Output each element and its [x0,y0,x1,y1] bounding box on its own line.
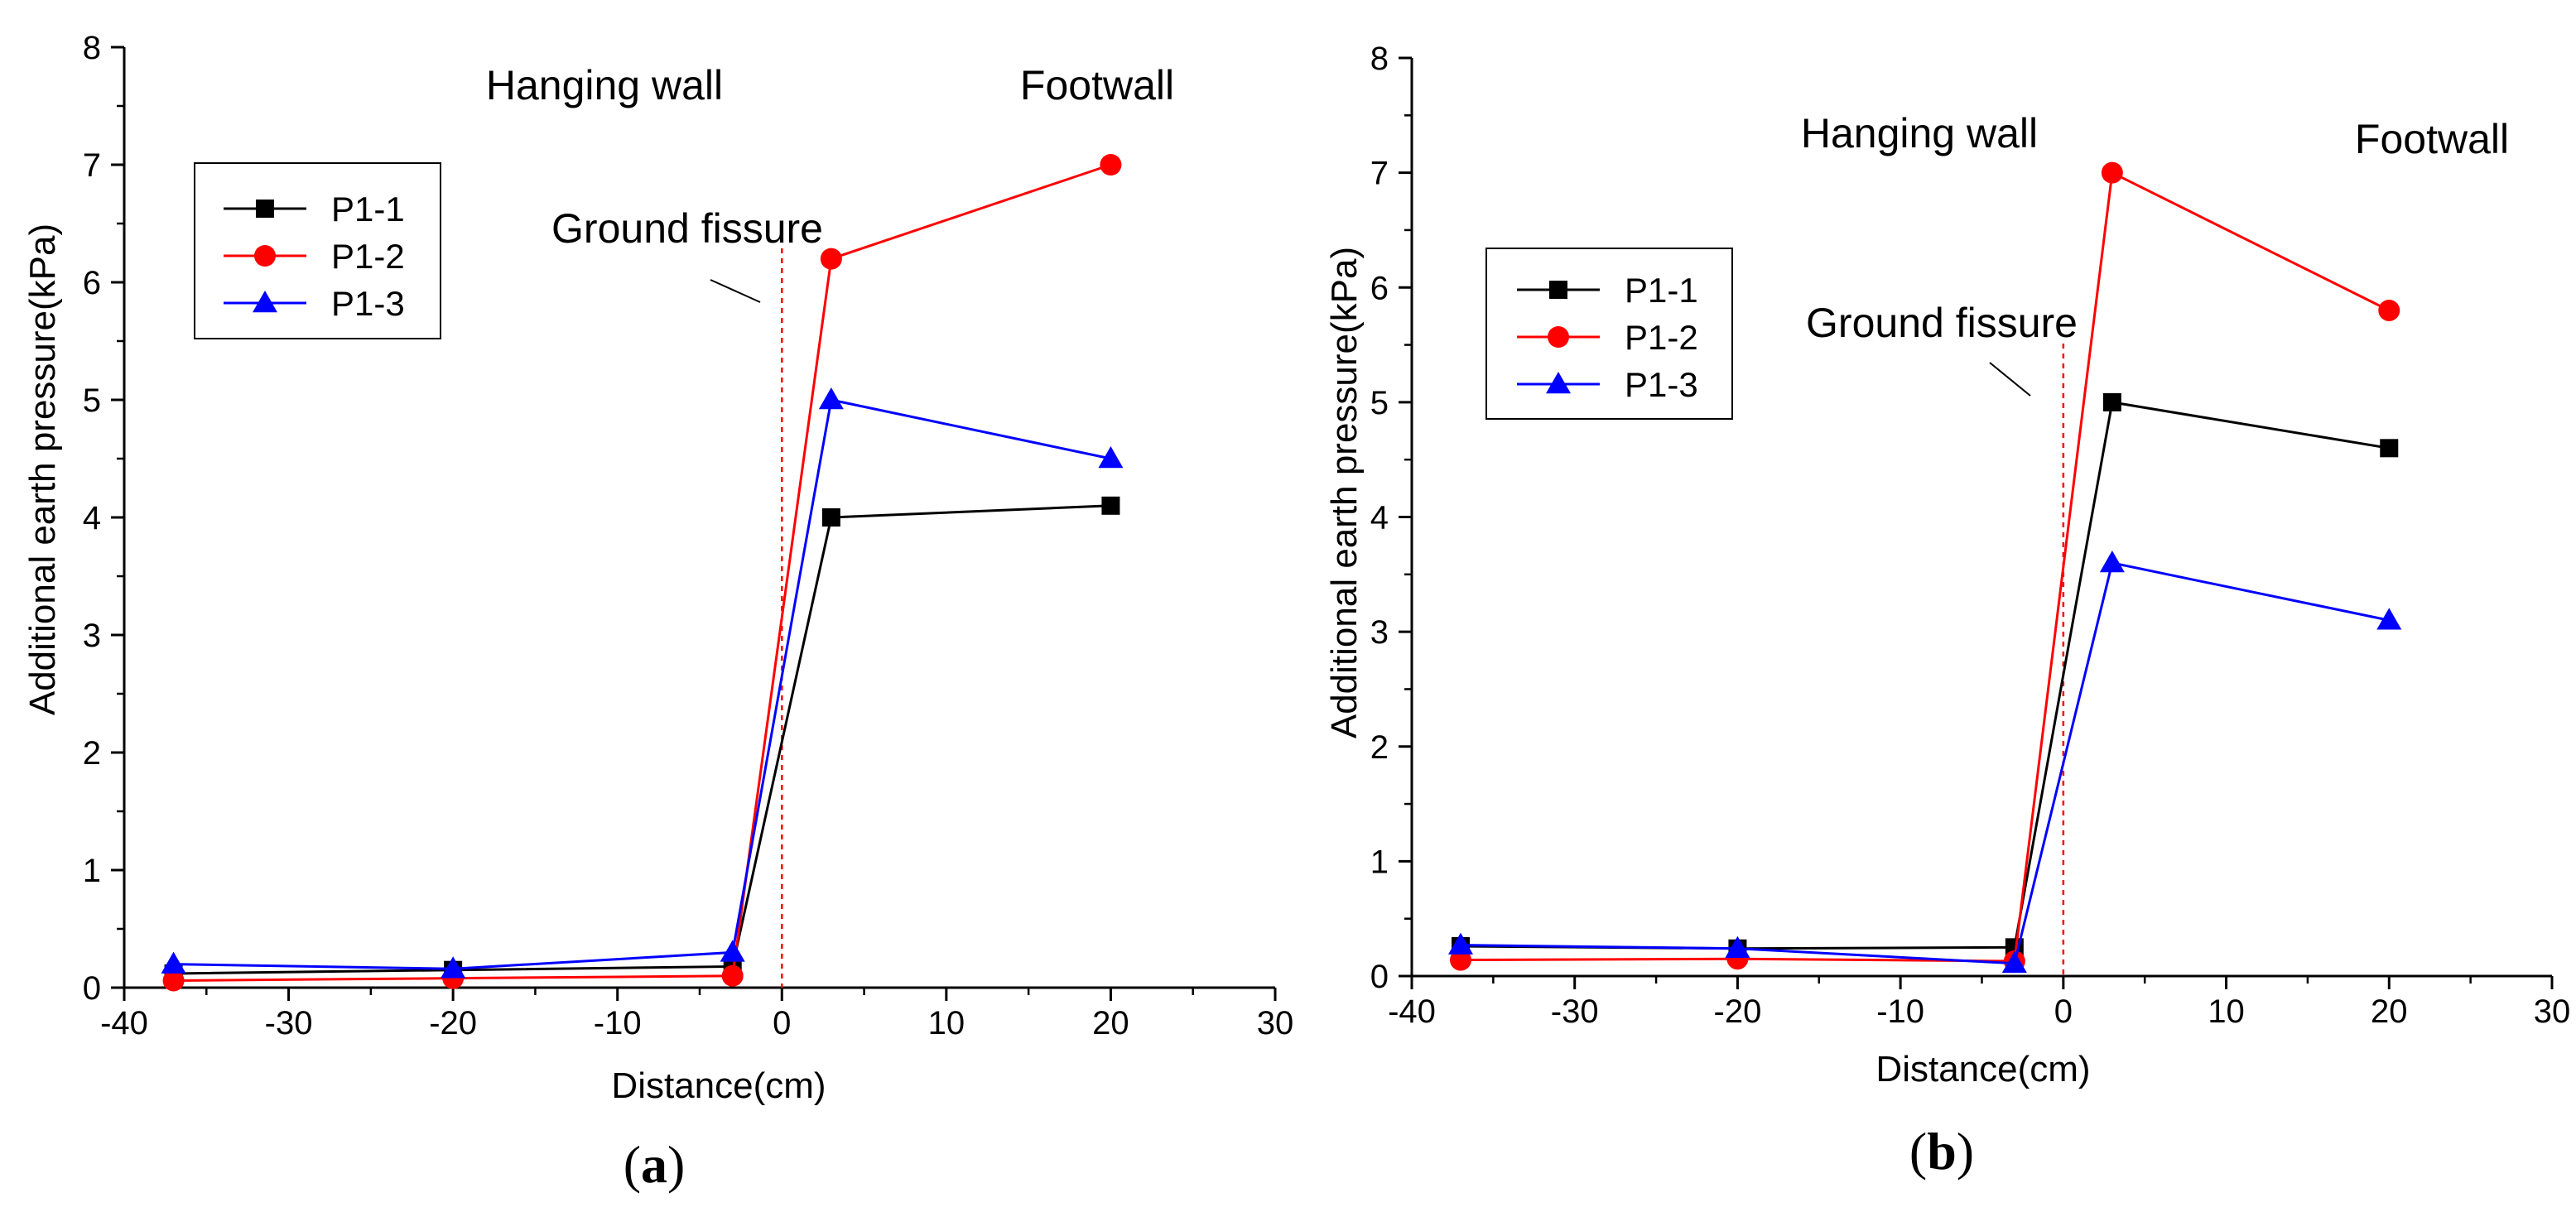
legend-marker [256,200,274,218]
legend-marker [1549,281,1567,299]
data-point-P1-2 [821,248,842,270]
data-point-P1-3 [819,387,844,409]
ground-fissure-pointer [710,280,760,302]
x-tick-label: 30 [1257,1005,1294,1041]
data-point-P1-2 [722,965,744,987]
y-tick-label: 5 [83,382,101,419]
y-tick-label: 4 [83,500,101,536]
x-tick-label: -40 [1388,993,1436,1030]
y-tick-label: 1 [1370,844,1389,880]
axes [1412,58,2552,976]
x-tick-label: -20 [429,1005,477,1041]
y-tick-label: 7 [83,147,101,184]
x-tick-label: 10 [928,1005,965,1041]
series-line [174,400,1111,969]
series-line [1461,563,2389,964]
data-point-P1-3 [720,940,745,961]
y-tick-label: 8 [1370,41,1389,77]
legend-marker [254,245,276,267]
y-tick-label: 8 [83,30,101,66]
data-point-P1-3 [2100,551,2125,572]
y-tick-label: 0 [83,970,101,1007]
series-line [1461,402,2389,949]
legend-label: P1-3 [331,284,405,323]
series-line [174,506,1111,974]
y-tick-label: 2 [83,735,101,772]
x-tick-label: 20 [1092,1005,1129,1041]
x-tick-label: 20 [2371,993,2408,1030]
panel-label-a: (a) [624,1135,686,1194]
y-axis-label: Additional earth pressure(kPa) [22,224,63,715]
y-tick-label: 7 [1370,156,1389,192]
data-point-P1-1 [2103,393,2121,411]
x-tick-label: -30 [265,1005,313,1041]
panel-letter-b: b [1927,1122,1957,1181]
y-tick-label: 4 [1370,500,1389,536]
series-P1-1 [165,497,1120,983]
legend-label: P1-2 [331,237,405,276]
series-P1-1 [1452,393,2398,958]
data-point-P1-2 [2378,300,2400,321]
y-tick-label: 5 [1370,385,1389,421]
series-P1-3 [161,387,1124,979]
y-tick-label: 6 [83,265,101,301]
hanging-wall-label: Hanging wall [1801,110,2038,156]
x-tick-label: 30 [2534,993,2571,1030]
x-axis-label: Distance(cm) [1875,1049,2090,1089]
x-tick-label: 10 [2208,993,2245,1030]
data-point-P1-2 [2102,162,2123,184]
legend: P1-1 P1-2 P1-3 [195,163,441,339]
x-axis-label: Distance(cm) [611,1065,826,1106]
legend-label: P1-3 [1625,365,1698,404]
x-tick-label: -30 [1551,993,1599,1030]
hanging-wall-label: Hanging wall [486,62,723,108]
y-tick-label: 3 [83,618,101,654]
chart-panel-b: -40 -30 -20 -10 0 10 20 30 0 1 2 3 4 5 6 7 8 Hanging wal… [1324,41,2570,1181]
legend-marker [1548,326,1569,348]
y-axis-label: Additional earth pressure(kPa) [1324,247,1365,738]
legend-label: P1-1 [1625,271,1698,310]
data-point-P1-2 [1100,154,1121,176]
tick-marks [1399,58,2552,989]
x-tick-label: -20 [1714,993,1762,1030]
x-tick-label: -10 [1876,993,1924,1030]
data-point-P1-3 [161,952,186,974]
panel-letter-a: a [641,1135,667,1194]
y-tick-label: 1 [83,853,101,889]
data-point-P1-1 [1101,497,1119,515]
data-point-P1-1 [2380,439,2398,457]
y-tick-label: 0 [1370,959,1389,995]
chart-panel-a: -40 -30 -20 -10 0 10 20 30 0 1 2 3 4 5 6 7 8 Hanging wal… [22,30,1293,1194]
y-tick-label: 3 [1370,614,1389,651]
y-tick-label: 6 [1370,270,1389,306]
x-tick-label: -10 [594,1005,642,1041]
ground-fissure-label: Ground fissure [1806,300,2078,346]
figure: -40 -30 -20 -10 0 10 20 30012345678 Hanging wal… [0,0,2576,1212]
legend: P1-1 P1-2 P1-3 [1486,248,1732,419]
tick-labels: -40 -30 -20 -10 0 10 20 30 0 1 2 3 4 5 6 7 8 [1370,41,2571,1030]
data-point-P1-1 [822,508,840,527]
y-tick-label: 2 [1370,729,1389,766]
x-tick-label: 0 [2054,993,2073,1030]
series-P1-3 [1448,551,2401,973]
ground-fissure-label: Ground fissure [551,205,823,252]
footwall-label: Footwall [1020,62,1174,108]
x-tick-label: -40 [100,1005,148,1041]
x-tick-label: 0 [773,1005,791,1041]
legend-label: P1-1 [331,190,405,228]
panel-label-b: (b) [1909,1122,1974,1181]
legend-label: P1-2 [1625,318,1698,357]
ground-fissure-pointer [1990,363,2030,396]
footwall-label: Footwall [2355,116,2509,162]
